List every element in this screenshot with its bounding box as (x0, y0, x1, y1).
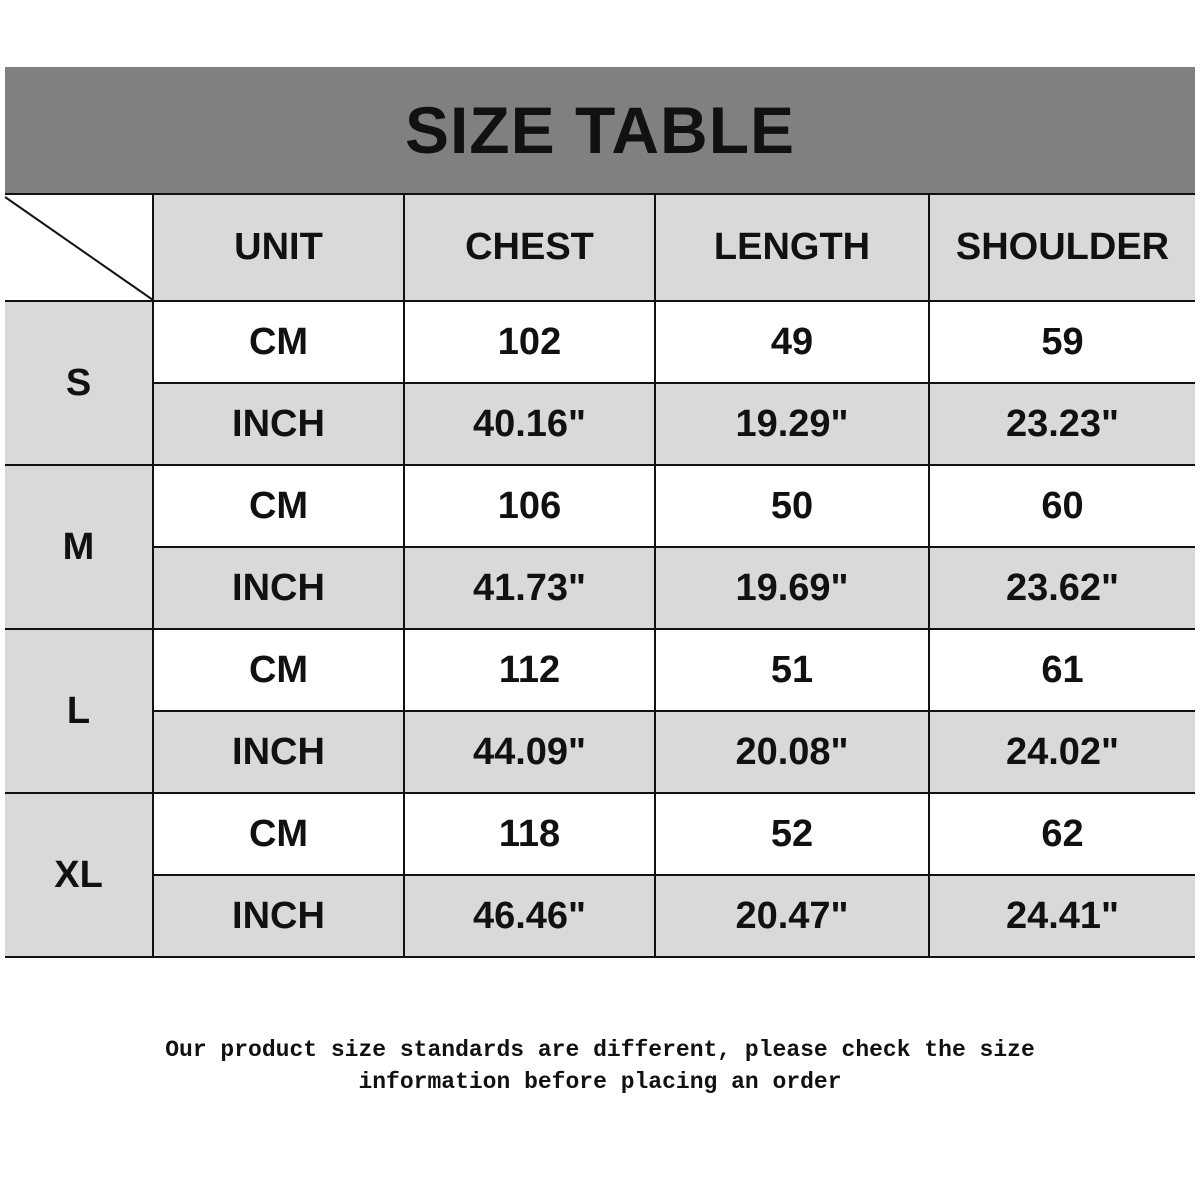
size-label: S (5, 300, 154, 466)
table-row: M CM 106 50 60 (5, 464, 1195, 630)
length-cell: 19.29" (654, 382, 930, 466)
unit-cell: INCH (153, 874, 405, 958)
table-row: INCH 41.73" 19.69" 23.62" (5, 546, 1195, 630)
shoulder-cell: 23.62" (928, 546, 1195, 630)
corner-cell (5, 193, 154, 302)
table-row: INCH 40.16" 19.29" 23.23" (5, 382, 1195, 466)
note-line-1: Our product size standards are different… (165, 1037, 1035, 1063)
header-length: LENGTH (654, 193, 930, 302)
length-cell: 50 (654, 464, 930, 548)
table-row: INCH 46.46" 20.47" 24.41" (5, 874, 1195, 958)
chest-cell: 44.09" (403, 710, 656, 794)
size-label: L (5, 628, 154, 794)
chest-cell: 112 (403, 628, 656, 712)
table-row: INCH 44.09" 20.08" 24.02" (5, 710, 1195, 794)
size-label: M (5, 464, 154, 630)
unit-cell: CM (152, 300, 405, 384)
size-label: XL (5, 792, 154, 958)
header-row: UNIT CHEST LENGTH SHOULDER (5, 193, 1195, 302)
length-cell: 49 (654, 300, 930, 384)
length-cell: 20.47" (654, 874, 930, 958)
shoulder-cell: 24.02" (928, 710, 1195, 794)
header-unit: UNIT (152, 193, 405, 302)
table-title: SIZE TABLE (5, 67, 1195, 193)
note-line-2: information before placing an order (358, 1069, 842, 1095)
length-cell: 19.69" (654, 546, 930, 630)
shoulder-cell: 62 (928, 792, 1195, 876)
size-table: UNIT CHEST LENGTH SHOULDER S CM 102 49 59 INC… (5, 193, 1195, 958)
unit-cell: INCH (153, 710, 405, 794)
length-cell: 52 (654, 792, 930, 876)
table-row: S CM 102 49 59 (5, 300, 1195, 466)
unit-cell: CM (152, 792, 405, 876)
chest-cell: 41.73" (403, 546, 656, 630)
table-row: XL CM 118 52 62 (5, 792, 1195, 958)
unit-cell: CM (152, 464, 405, 548)
shoulder-cell: 23.23" (928, 382, 1195, 466)
shoulder-cell: 60 (928, 464, 1195, 548)
length-cell: 20.08" (654, 710, 930, 794)
chest-cell: 102 (403, 300, 656, 384)
size-note: Our product size standards are different… (0, 1034, 1200, 1098)
unit-cell: INCH (153, 382, 405, 466)
unit-cell: CM (152, 628, 405, 712)
shoulder-cell: 59 (928, 300, 1195, 384)
diagonal-line (5, 196, 153, 300)
header-chest: CHEST (403, 193, 656, 302)
chest-cell: 40.16" (403, 382, 656, 466)
chest-cell: 118 (403, 792, 656, 876)
length-cell: 51 (654, 628, 930, 712)
shoulder-cell: 61 (928, 628, 1195, 712)
chest-cell: 46.46" (403, 874, 656, 958)
shoulder-cell: 24.41" (928, 874, 1195, 958)
table-row: L CM 112 51 61 (5, 628, 1195, 794)
header-shoulder: SHOULDER (928, 193, 1195, 302)
chest-cell: 106 (403, 464, 656, 548)
unit-cell: INCH (153, 546, 405, 630)
